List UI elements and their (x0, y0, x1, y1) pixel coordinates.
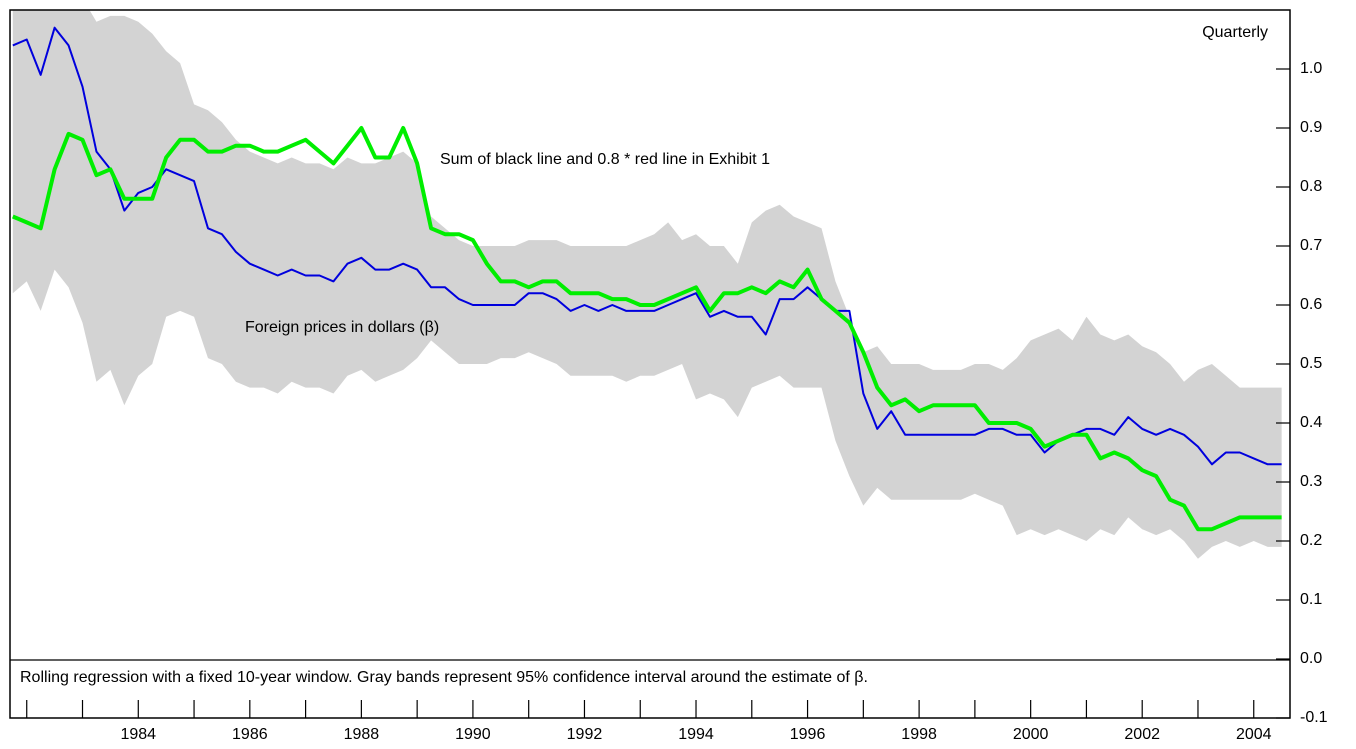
y-tick-label: 0.2 (1300, 532, 1322, 549)
line-layer (12, 26, 1282, 532)
y-tick-label: 0.3 (1300, 473, 1322, 490)
y-tick-label: 0.0 (1300, 650, 1322, 667)
x-tick-label: 1986 (232, 726, 268, 743)
x-tick-label: 1984 (120, 726, 156, 743)
series-label: Foreign prices in dollars (β) (245, 319, 439, 336)
footnote: Rolling regression with a fixed 10-year … (20, 669, 868, 686)
x-tick-label: 1992 (567, 726, 603, 743)
confidence-band (12, 10, 1282, 559)
y-tick-label: -0.1 (1300, 709, 1328, 726)
y-tick-label: 0.5 (1300, 355, 1322, 372)
x-tick-label: 2002 (1124, 726, 1160, 743)
frequency-label: Quarterly (1202, 24, 1268, 41)
y-tick-label: 0.9 (1300, 119, 1322, 136)
y-tick-label: 0.7 (1300, 237, 1322, 254)
x-tick-label: 1990 (455, 726, 491, 743)
y-tick-label: 0.4 (1300, 414, 1322, 431)
x-tick-label: 1998 (901, 726, 937, 743)
x-tick-label: 1988 (344, 726, 380, 743)
band-layer (12, 10, 1282, 559)
y-tick-label: 0.8 (1300, 178, 1322, 195)
x-tick-label: 1996 (790, 726, 826, 743)
series-line (12, 126, 1282, 532)
y-tick-label: 0.1 (1300, 591, 1322, 608)
x-tick-label: 1994 (678, 726, 714, 743)
x-tick-label: 2004 (1236, 726, 1272, 743)
y-tick-label: 1.0 (1300, 60, 1322, 77)
x-tick-label: 2000 (1013, 726, 1049, 743)
y-tick-label: 0.6 (1300, 296, 1322, 313)
series-label: Sum of black line and 0.8 * red line in … (440, 151, 770, 168)
